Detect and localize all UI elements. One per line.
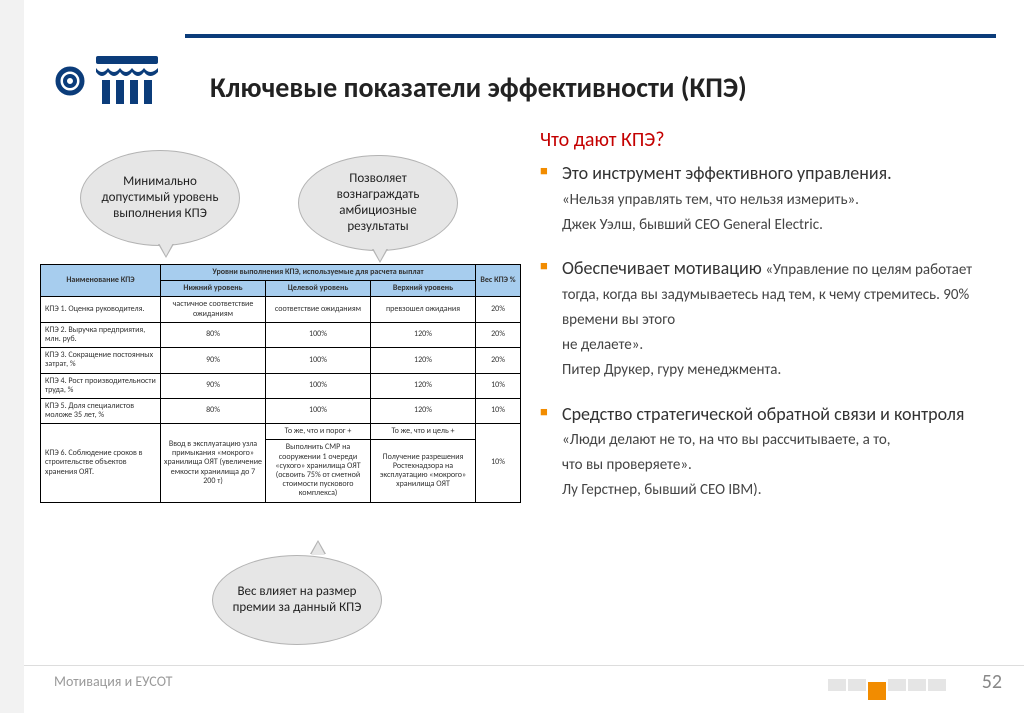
callout-reward: Позволяет вознаграждать амбициозные резу…: [298, 155, 458, 251]
table-row-6-sub: КПЭ 6. Соблюдение сроков в строительстве…: [41, 424, 521, 440]
title-rule: [185, 34, 996, 38]
th-low: Нижний уровень: [161, 281, 266, 297]
bullet-author: Питер Друкер, гуру менеджмента.: [562, 361, 781, 379]
footer: Мотивация и ЕУСОТ 52: [24, 665, 1024, 697]
table-row: КПЭ 5. Доля специалистов моложе 35 лет, …: [41, 398, 521, 423]
th-name: Наименование КПЭ: [41, 265, 161, 297]
logo: [48, 48, 168, 113]
bullet-quote: не делаете».: [562, 336, 643, 354]
slide-title: Ключевые показатели эффективности (КПЭ): [210, 70, 747, 105]
bullet-list: Это инструмент эффективного управления. …: [540, 160, 996, 521]
left-margin-bar: [0, 0, 24, 713]
callout-tail: [158, 244, 174, 258]
th-weight: Вес КПЭ %: [476, 265, 521, 297]
th-high: Верхний уровень: [371, 281, 476, 297]
callout-min-level: Минимально допустимый уровень выполнения…: [80, 150, 240, 246]
th-levels: Уровни выполнения КПЭ, используемые для …: [161, 265, 476, 281]
bullet-item: Средство стратегической обратной связи и…: [540, 401, 996, 503]
bullet-lead: Средство стратегической обратной связи и…: [562, 403, 964, 425]
bullet-quote: «Нельзя управлять тем, что нельзя измери…: [562, 191, 859, 209]
footer-progress-icon: [828, 679, 946, 697]
bullet-item: Обеспечивает мотивацию «Управление по це…: [540, 255, 996, 382]
table-row: КПЭ 3. Сокращение постоянных затрат, % 9…: [41, 348, 521, 373]
callout-weight: Вес влияет на размер премии за данный КП…: [212, 555, 382, 645]
table-row: КПЭ 4. Рост производительности труда, % …: [41, 373, 521, 398]
bullet-quote: «Люди делают не то, на что вы рассчитыва…: [562, 431, 891, 449]
slide-subtitle: Что дают КПЭ?: [540, 128, 665, 152]
callout-tail: [372, 249, 388, 263]
bullet-item: Это инструмент эффективного управления. …: [540, 160, 996, 237]
th-target: Целевой уровень: [266, 281, 371, 297]
kpi-table: Наименование КПЭ Уровни выполнения КПЭ, …: [40, 264, 521, 503]
footer-text: Мотивация и ЕУСОТ: [54, 673, 172, 690]
table-row: КПЭ 2. Выручка предприятия, млн. руб. 80…: [41, 322, 521, 347]
bullet-lead: Обеспечивает мотивацию: [562, 257, 762, 279]
table-row: КПЭ 1. Оценка руководителя. частичное со…: [41, 297, 521, 322]
bullet-lead: Это инструмент эффективного управления.: [562, 162, 892, 184]
bullet-quote: что вы проверяете».: [562, 456, 692, 474]
page-number: 52: [982, 670, 1002, 694]
callout-tail: [310, 540, 326, 554]
bullet-author: Лу Герстнер, бывший CEO IBM).: [562, 481, 762, 499]
bullet-author: Джек Уэлш, бывший CEO General Electric.: [562, 216, 823, 234]
